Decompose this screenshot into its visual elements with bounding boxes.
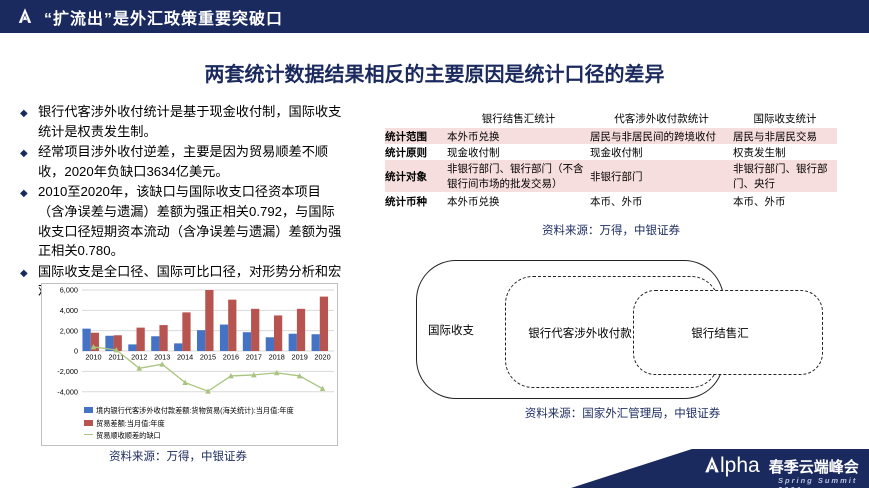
svg-text:2010: 2010: [85, 353, 101, 362]
svg-text:4,000: 4,000: [60, 306, 78, 315]
svg-text:2,000: 2,000: [60, 326, 78, 335]
svg-text:2019: 2019: [292, 353, 308, 362]
svg-text:6,000: 6,000: [60, 286, 78, 295]
svg-text:2014: 2014: [177, 353, 193, 362]
svg-text:2013: 2013: [154, 353, 170, 362]
svg-text:2012: 2012: [131, 353, 147, 362]
svg-text:-4,000: -4,000: [57, 387, 78, 396]
svg-text:-2,000: -2,000: [57, 367, 78, 376]
svg-text:2015: 2015: [200, 353, 216, 362]
svg-text:0: 0: [74, 347, 78, 356]
svg-text:2020: 2020: [314, 353, 330, 362]
svg-text:2018: 2018: [269, 353, 285, 362]
svg-text:2017: 2017: [246, 353, 262, 362]
svg-text:2016: 2016: [223, 353, 239, 362]
